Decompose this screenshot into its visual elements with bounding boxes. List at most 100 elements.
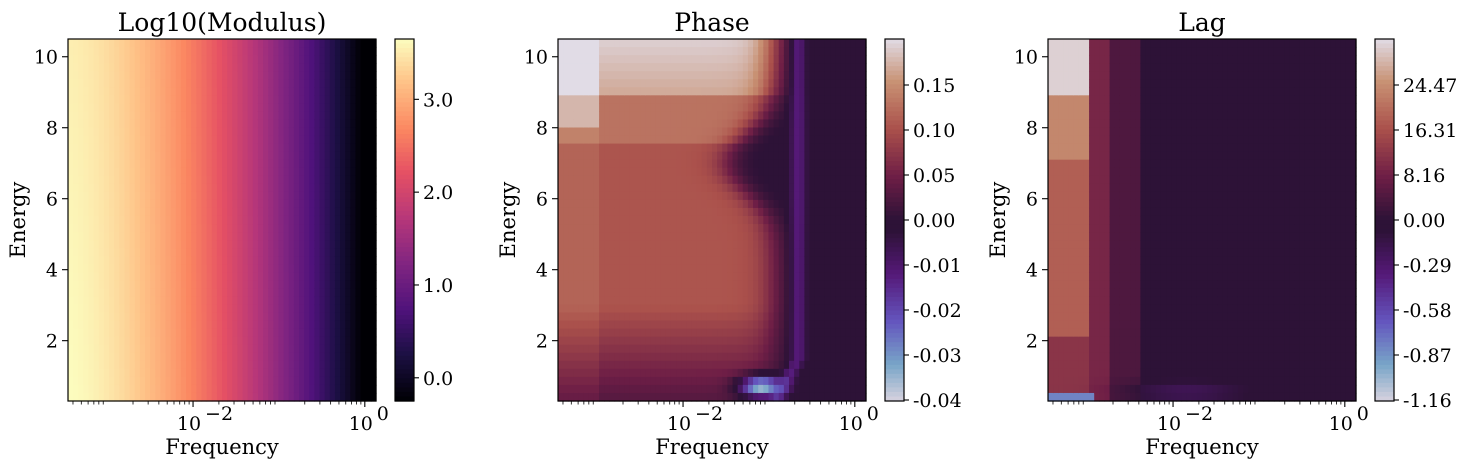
heatmap-cell (629, 111, 636, 121)
heatmap-cell (139, 224, 146, 233)
heatmap-cell (160, 47, 167, 56)
heatmap-cell (165, 119, 172, 129)
heatmap-cell (119, 376, 126, 386)
heatmap-cell (691, 79, 698, 88)
heatmap-cell (139, 288, 146, 298)
heatmap-cell (609, 288, 616, 298)
heatmap-cell (696, 360, 703, 370)
heatmap-cell (578, 183, 585, 193)
heatmap-cell (278, 135, 285, 145)
heatmap-cell (268, 288, 274, 298)
heatmap-cell (645, 248, 651, 257)
heatmap-cell (150, 39, 156, 48)
heatmap-cell (799, 135, 805, 145)
heatmap-cell (350, 312, 357, 322)
heatmap-cell (799, 328, 805, 338)
heatmap-cell (350, 199, 357, 209)
heatmap-cell (73, 39, 79, 48)
heatmap-cell (160, 103, 167, 112)
heatmap-cell (712, 63, 718, 72)
heatmap-cell (370, 336, 377, 346)
heatmap-cell (783, 256, 790, 265)
heatmap-cell (350, 183, 357, 193)
heatmap-cell (186, 119, 192, 129)
heatmap-cell (145, 135, 151, 145)
heatmap-cell (196, 95, 203, 104)
heatmap-cell (309, 240, 315, 249)
heatmap-cell (789, 240, 795, 249)
heatmap-cell (165, 135, 172, 145)
heatmap-cell (747, 39, 754, 48)
heatmap-cell (655, 320, 662, 330)
heatmap-cell (789, 199, 795, 209)
heatmap-cell (742, 248, 749, 257)
heatmap-cell (722, 288, 728, 298)
heatmap-cell (314, 79, 321, 88)
heatmap-cell (655, 95, 662, 104)
heatmap-cell (314, 191, 321, 201)
heatmap-cell (139, 344, 146, 354)
heatmap-cell (273, 264, 280, 273)
heatmap-cell (614, 248, 621, 257)
heatmap-cell (329, 256, 336, 265)
heatmap-cell (134, 376, 141, 386)
heatmap-cell (78, 392, 84, 402)
heatmap-cell (247, 384, 254, 394)
heatmap-cell (329, 288, 336, 298)
heatmap-cell (650, 95, 657, 104)
heatmap-cell (222, 328, 228, 338)
heatmap-cell (314, 288, 321, 298)
heatmap-cell (753, 360, 759, 370)
colorbar-tick-label: 3.0 (423, 89, 453, 111)
heatmap-cell (211, 320, 218, 330)
heatmap-cell (568, 199, 574, 209)
heatmap-cell (145, 127, 151, 137)
heatmap-cell (722, 280, 728, 289)
heatmap-cell (309, 384, 315, 394)
heatmap-cell (742, 191, 749, 201)
heatmap-cell (124, 344, 131, 354)
heatmap-cell (232, 119, 238, 129)
heatmap-cell (706, 95, 713, 104)
heatmap-cell (186, 63, 192, 72)
heatmap-cell (665, 63, 672, 72)
heatmap-cell (768, 127, 775, 137)
heatmap-cell (150, 240, 156, 249)
heatmap-cell (696, 207, 703, 217)
heatmap-cell (88, 320, 95, 330)
heatmap-cell (293, 127, 300, 137)
heatmap-cell (134, 232, 141, 241)
heatmap-cell (360, 199, 367, 209)
heatmap-cell (98, 135, 105, 145)
heatmap-cell (583, 392, 590, 402)
heatmap-cell (216, 95, 223, 104)
heatmap-cell (763, 288, 770, 298)
heatmap-cell (68, 264, 74, 273)
heatmap-cell (93, 352, 100, 362)
heatmap-cell (670, 224, 677, 233)
heatmap-cell (753, 328, 759, 338)
heatmap-cell (681, 336, 687, 346)
heatmap-cell (293, 159, 300, 169)
heatmap-cell (629, 344, 636, 354)
heatmap-cell (268, 79, 274, 88)
heatmap-cell (629, 352, 636, 362)
heatmap-cell (706, 256, 713, 265)
heatmap-cell (645, 199, 651, 209)
heatmap-cell (145, 352, 151, 362)
heatmap-cell (309, 39, 315, 48)
heatmap-cell (288, 232, 295, 241)
heatmap-cell (696, 320, 703, 330)
heatmap-cell (686, 191, 693, 201)
heatmap-cell (119, 79, 126, 88)
heatmap-cell (732, 103, 739, 112)
heatmap-cell (293, 344, 300, 354)
heatmap-cell (660, 392, 667, 402)
heatmap-cell (314, 143, 321, 153)
heatmap-cell (201, 312, 208, 322)
heatmap-cell (340, 175, 346, 185)
heatmap-cell (563, 207, 569, 217)
heatmap-cell (799, 344, 805, 354)
heatmap-cell (309, 103, 315, 112)
heatmap-cell (799, 280, 805, 289)
